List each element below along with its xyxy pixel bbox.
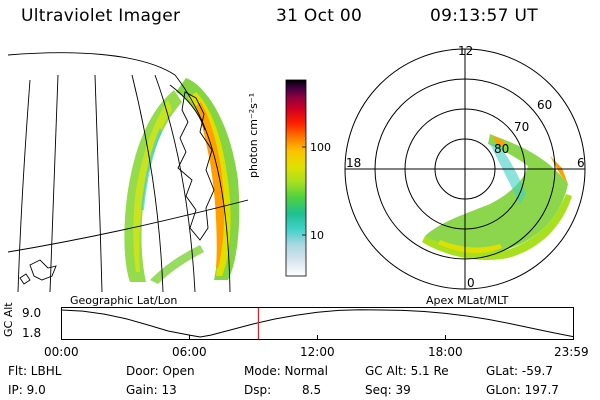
status-glon: GLon: 197.7	[486, 383, 559, 397]
mlt-label-18: 18	[346, 156, 362, 170]
status-dsp-value: 8.5	[302, 383, 322, 397]
aurora-oval	[124, 78, 240, 284]
image-time: 09:13:57 UT	[430, 6, 538, 26]
mlat-label-70: 70	[514, 120, 530, 134]
status-ip: IP: 9.0	[8, 383, 46, 397]
colorbar	[285, 79, 307, 277]
timeline-plot	[61, 307, 574, 340]
left-panel-caption: Geographic Lat/Lon	[70, 294, 178, 307]
timeline-xtick-2359: 23:59	[554, 345, 589, 359]
right-panel-caption: Apex MLat/MLT	[426, 294, 509, 307]
status-seq: Seq: 39	[365, 383, 411, 397]
mlt-label-6: 6	[577, 156, 585, 170]
timeline-ytick-min: 1.8	[22, 326, 42, 340]
colorbar-tick-100: 100	[310, 141, 331, 154]
status-glat: GLat: -59.7	[486, 364, 553, 378]
status-dsp-label: Dsp:	[244, 383, 272, 397]
mlat-label-80: 80	[494, 142, 510, 156]
status-gc-alt: GC Alt: 5.1 Re	[365, 364, 449, 378]
instrument-title: Ultraviolet Imager	[21, 6, 181, 26]
altitude-line	[61, 309, 574, 338]
lat-lon-grid	[8, 52, 248, 292]
polar-grid	[344, 48, 586, 290]
geographic-image	[8, 52, 248, 292]
colorbar-label: photon cm⁻²s⁻¹	[247, 92, 260, 178]
timeline-ylabel: GC Alt	[2, 302, 15, 337]
timeline-xtick-1800: 18:00	[428, 345, 463, 359]
timeline-xtick-0600: 06:00	[172, 345, 207, 359]
status-door: Door: Open	[126, 364, 195, 378]
timeline-xtick-1200: 12:00	[300, 345, 335, 359]
image-date: 31 Oct 00	[276, 6, 363, 26]
coastline	[19, 91, 215, 285]
status-mode: Mode: Normal	[244, 364, 328, 378]
mlt-label-0: 0	[467, 276, 475, 290]
timeline-ytick-max: 9.0	[22, 306, 42, 320]
colorbar-tick-10: 10	[310, 229, 324, 242]
polar-plot	[344, 48, 586, 290]
status-gain: Gain: 13	[126, 383, 177, 397]
timeline-xtick-0000: 00:00	[44, 345, 79, 359]
mlt-label-12: 12	[458, 44, 474, 58]
status-filter: Flt: LBHL	[8, 364, 62, 378]
mlat-label-60: 60	[537, 98, 553, 112]
